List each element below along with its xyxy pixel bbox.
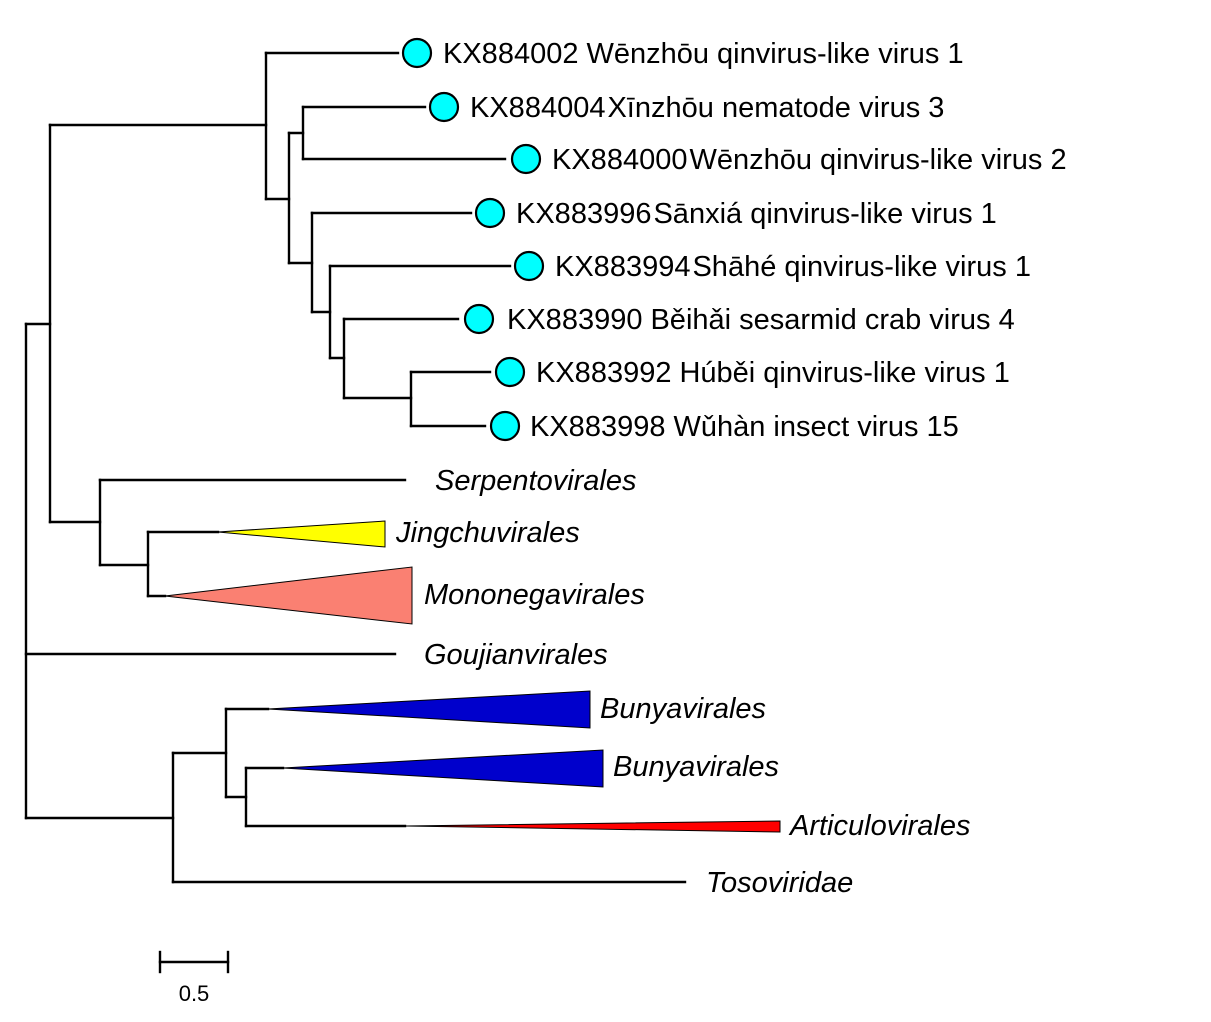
leaf-accession: KX883994 [555, 251, 690, 283]
clade-serpentovirales: Serpentovirales [98, 465, 637, 497]
leaf-KX884004: KX884004Xīnzhōu nematode virus 3 [428, 91, 944, 124]
leaf-label: KX884000Wēnzhōu qinvirus-like virus 2 [552, 144, 1067, 176]
collapsed-clade-triangle-icon [267, 690, 591, 729]
leaf-accession: KX883996 [516, 198, 651, 230]
leaf-accession: KX884004 [470, 92, 605, 124]
clade-label: Goujianvirales [424, 639, 608, 671]
leaf-name: Wǔhàn insect virus 15 [673, 411, 958, 443]
leaf-marker-circle-icon [510, 143, 542, 175]
collapsed-clade-triangle-icon [164, 566, 413, 625]
leaf-labels: KX884002 Wēnzhōu qinvirus-like virus 1KX8… [401, 37, 1067, 443]
leaf-name: Wēnzhōu qinvirus-like virus 2 [689, 144, 1066, 176]
leaf-label: KX883990 Běihǎi sesarmid crab virus 4 [507, 304, 1015, 336]
leaf-KX883994: KX883994Shāhé qinvirus-like virus 1 [513, 250, 1031, 283]
clade-label: Bunyavirales [600, 693, 766, 725]
leaf-accession: KX883998 [530, 411, 665, 443]
leaf-marker-circle-icon [463, 303, 495, 335]
clade-mononegavirales: Mononegavirales [164, 566, 645, 625]
scale-bar-label: 0.5 [179, 981, 210, 1006]
leaf-name: Běihǎi sesarmid crab virus 4 [650, 304, 1014, 336]
clade-label: Mononegavirales [424, 579, 645, 611]
clade-label: Tosoviridae [706, 867, 853, 899]
leaf-marker-circle-icon [474, 197, 506, 229]
leaf-marker-circle-icon [489, 410, 521, 442]
collapsed-clades: Serpentovirales Jingchuvirales Mononegavir… [24, 465, 971, 899]
leaf-label: KX883992 Húběi qinvirus-like virus 1 [536, 357, 1010, 389]
leaf-accession: KX883992 [536, 357, 671, 389]
leaf-name: Húběi qinvirus-like virus 1 [679, 357, 1009, 389]
clade-tosoviridae: Tosoviridae [171, 867, 853, 899]
leaf-KX883992: KX883992 Húběi qinvirus-like virus 1 [494, 356, 1010, 389]
clade-label: Articulovirales [788, 810, 971, 842]
clade-jingchuvirales: Jingchuvirales [217, 517, 580, 549]
leaf-marker-circle-icon [494, 356, 526, 388]
clade-label: Serpentovirales [435, 465, 637, 497]
clade-bunyavirales: Bunyavirales [267, 690, 766, 729]
leaf-KX883996: KX883996Sānxiá qinvirus-like virus 1 [474, 197, 997, 230]
leaf-label: KX883996Sānxiá qinvirus-like virus 1 [516, 198, 997, 230]
collapsed-clade-triangle-icon [217, 520, 386, 548]
leaf-accession: KX883990 [507, 304, 642, 336]
leaf-label: KX884002 Wēnzhōu qinvirus-like virus 1 [443, 38, 964, 70]
leaf-label: KX884004Xīnzhōu nematode virus 3 [470, 92, 944, 124]
clade-label: Bunyavirales [613, 751, 779, 783]
leaf-name: Wēnzhōu qinvirus-like virus 1 [586, 38, 963, 70]
leaf-accession: KX884002 [443, 38, 578, 70]
clade-label: Jingchuvirales [395, 517, 580, 549]
clade-articulovirales: Articulovirales [404, 810, 971, 842]
leaf-accession: KX884000 [552, 144, 687, 176]
leaf-KX883990: KX883990 Běihǎi sesarmid crab virus 4 [463, 303, 1015, 336]
leaf-KX884002: KX884002 Wēnzhōu qinvirus-like virus 1 [401, 37, 964, 70]
tree-branches [24, 51, 512, 884]
collapsed-clade-triangle-icon [282, 749, 604, 788]
scale-bar: 0.5 [158, 950, 230, 1006]
leaf-marker-circle-icon [513, 250, 545, 282]
leaf-KX884000: KX884000Wēnzhōu qinvirus-like virus 2 [510, 143, 1067, 176]
leaf-name: Sānxiá qinvirus-like virus 1 [653, 198, 996, 230]
leaf-marker-circle-icon [428, 91, 460, 123]
leaf-name: Shāhé qinvirus-like virus 1 [692, 251, 1030, 283]
leaf-name: Xīnzhōu nematode virus 3 [607, 92, 944, 124]
leaf-KX883998: KX883998 Wǔhàn insect virus 15 [489, 410, 959, 443]
leaf-label: KX883998 Wǔhàn insect virus 15 [530, 411, 959, 443]
clade-bunyavirales: Bunyavirales [282, 749, 779, 788]
clade-goujianvirales: Goujianvirales [24, 639, 608, 671]
leaf-label: KX883994Shāhé qinvirus-like virus 1 [555, 251, 1031, 283]
leaf-marker-circle-icon [401, 37, 433, 69]
collapsed-clade-triangle-icon [404, 820, 781, 833]
